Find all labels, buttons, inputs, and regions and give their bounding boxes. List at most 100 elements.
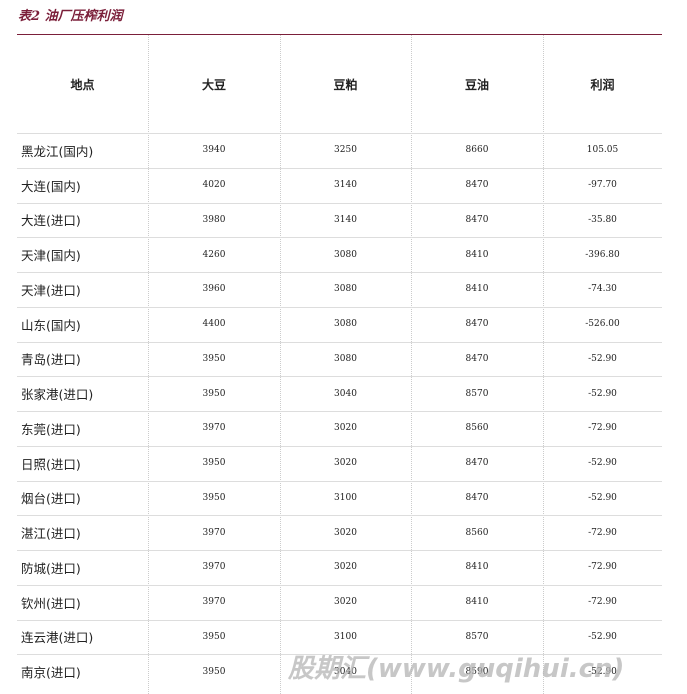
value-cell: 8410 [465, 562, 489, 573]
row-divider [17, 584, 662, 586]
value-cell: 4400 [202, 319, 226, 330]
value-cell: -52.90 [588, 458, 617, 469]
value-cell: 8470 [465, 214, 489, 225]
value-cell: 3020 [334, 527, 357, 538]
value-cell: -72.90 [588, 527, 617, 538]
value-cell: -52.90 [588, 388, 617, 399]
value-cell: 8470 [465, 180, 489, 191]
row-divider [17, 619, 662, 621]
value-cell: 3950 [202, 631, 226, 642]
row-divider [17, 550, 662, 551]
value-cell: 3950 [202, 666, 226, 677]
place-cell: 大连(进口) [21, 213, 81, 229]
table-title: 表2 油厂压榨利润 [18, 9, 123, 24]
place-cell: 东莞(进口) [21, 421, 81, 437]
value-cell: 3950 [202, 492, 226, 503]
value-cell: 3080 [334, 319, 357, 330]
value-cell: 3960 [202, 284, 226, 295]
value-cell: 8590 [465, 666, 489, 677]
value-cell: 8470 [465, 353, 489, 364]
value-cell: 3950 [202, 353, 226, 364]
place-cell: 防城(进口) [21, 560, 81, 576]
value-cell: -52.90 [588, 631, 617, 642]
value-cell: 105.05 [586, 145, 619, 156]
value-cell: 3100 [334, 492, 357, 503]
value-cell: 3940 [202, 145, 226, 156]
value-cell: 8570 [465, 388, 489, 399]
value-cell: 3020 [334, 458, 357, 469]
value-cell: 8410 [465, 597, 489, 608]
header-cell: 豆粕 [333, 77, 358, 92]
value-cell: 8470 [465, 458, 489, 469]
value-cell: 3040 [334, 388, 357, 399]
value-cell: 3950 [202, 388, 226, 399]
value-cell: 3140 [334, 214, 357, 225]
value-cell: -72.90 [588, 562, 617, 573]
row-divider [17, 202, 662, 204]
row-divider [17, 167, 662, 169]
value-cell: 3970 [202, 562, 226, 573]
place-cell: 黑龙江(国内) [21, 143, 94, 159]
place-cell: 山东(国内) [21, 317, 81, 333]
value-cell: -72.90 [588, 597, 617, 608]
column-divider [411, 35, 412, 694]
value-cell: 8410 [465, 284, 489, 295]
row-divider [17, 306, 662, 308]
row-divider [17, 654, 662, 656]
row-divider [17, 272, 662, 273]
value-cell: -52.90 [588, 353, 617, 364]
value-cell: 3970 [202, 423, 226, 434]
place-cell: 烟台(进口) [21, 491, 81, 507]
row-divider [17, 376, 662, 378]
header-cell: 利润 [590, 77, 615, 92]
value-cell: -72.90 [588, 423, 617, 434]
column-divider [543, 35, 544, 694]
watermark: 股期汇(www.guqihui.cn) [288, 654, 625, 684]
value-cell: -396.80 [585, 249, 620, 260]
value-cell: 8470 [465, 319, 489, 330]
place-cell: 日照(进口) [21, 456, 81, 472]
value-cell: 4020 [202, 180, 226, 191]
value-cell: 3980 [202, 214, 226, 225]
value-cell: 3950 [202, 458, 226, 469]
place-cell: 钦州(进口) [21, 595, 81, 611]
value-cell: 3250 [334, 145, 357, 156]
place-cell: 张家港(进口) [21, 387, 94, 403]
header-cell: 大豆 [201, 77, 226, 92]
value-cell: -74.30 [588, 284, 617, 295]
row-divider [17, 133, 662, 134]
value-cell: 8660 [465, 145, 489, 156]
value-cell: -97.70 [588, 180, 617, 191]
value-cell: -35.80 [588, 214, 617, 225]
row-divider [17, 480, 662, 482]
column-divider [280, 35, 281, 694]
header-cell: 地点 [70, 77, 95, 92]
value-cell: 3080 [334, 353, 357, 364]
value-cell: 4260 [202, 249, 226, 260]
value-cell: 3970 [202, 597, 226, 608]
value-cell: 3080 [334, 284, 357, 295]
value-cell: -52.90 [588, 666, 617, 677]
place-cell: 天津(进口) [21, 282, 81, 298]
value-cell: 3020 [334, 597, 357, 608]
value-cell: -52.90 [588, 492, 617, 503]
place-cell: 连云港(进口) [21, 630, 94, 646]
value-cell: 3100 [334, 631, 357, 642]
title-rule [17, 34, 662, 35]
place-cell: 天津(国内) [21, 248, 81, 264]
place-cell: 南京(进口) [21, 665, 81, 681]
value-cell: 3140 [334, 180, 357, 191]
value-cell: -526.00 [585, 319, 620, 330]
value-cell: 8560 [465, 423, 489, 434]
value-cell: 8410 [465, 249, 489, 260]
row-divider [17, 341, 662, 343]
value-cell: 3040 [334, 666, 357, 677]
value-cell: 8570 [465, 631, 489, 642]
column-divider [148, 35, 149, 694]
row-divider [17, 411, 662, 412]
row-divider [17, 445, 662, 447]
value-cell: 3970 [202, 527, 226, 538]
value-cell: 8560 [465, 527, 489, 538]
place-cell: 大连(国内) [21, 178, 81, 194]
